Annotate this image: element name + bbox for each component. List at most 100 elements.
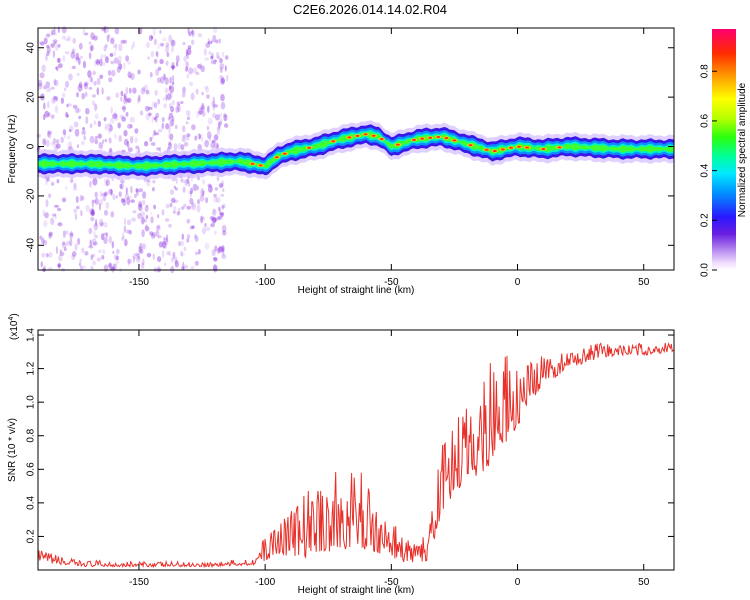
spectrogram-noise-cell (81, 247, 85, 254)
spectrogram-marks (36, 25, 674, 274)
spectrogram-noise-cell (218, 215, 223, 220)
spectrogram-noise-cell (177, 142, 182, 150)
spectrogram-noise-cell (106, 178, 111, 187)
spectrogram-noise-cell (42, 209, 46, 217)
spectrogram-noise-cell (148, 112, 152, 117)
spectrogram-noise-cell (113, 111, 117, 117)
spectrogram-noise-cell (122, 39, 127, 44)
spectrogram-noise-cell (125, 187, 128, 195)
spectrogram-noise-cell (122, 198, 127, 207)
spectrogram-noise-cell (201, 227, 207, 235)
spectrogram-noise-cell (83, 135, 87, 141)
spectrogram-noise-cell (172, 64, 175, 71)
spectrogram-noise-cell (224, 65, 227, 72)
spectrogram-noise-cell (104, 177, 107, 186)
spectrogram-noise-cell (89, 123, 93, 129)
spectrogram-noise-cell (108, 263, 112, 269)
spectrogram-noise-cell (153, 58, 158, 64)
spectrogram-x-tick-label: -150 (129, 277, 149, 288)
spectrogram-noise-cell (215, 39, 219, 44)
spectrogram-noise-cell (178, 241, 181, 247)
spectrogram-noise-cell (56, 65, 59, 72)
spectrogram-noise-cell (146, 252, 152, 258)
spectrogram-noise-cell (132, 87, 137, 94)
spectrogram-noise-cell (199, 194, 205, 202)
spectrogram-noise-cell (170, 105, 175, 113)
snr-series-line (37, 342, 675, 569)
spectrogram-noise-cell (157, 235, 162, 239)
spectrogram-noise-cell (84, 251, 89, 256)
spectrogram-peak-cell (517, 145, 521, 148)
spectrogram-noise-cell (217, 246, 223, 254)
spectrogram-noise-cell (145, 105, 150, 112)
spectrogram-noise-cell (50, 43, 55, 48)
spectrogram-noise-cell (52, 95, 57, 103)
spectrogram-noise-cell (125, 86, 129, 95)
spectrogram-noise-cell (187, 181, 191, 188)
spectrogram-noise-cell (46, 44, 50, 49)
spectrogram-noise-cell (53, 78, 57, 86)
spectrogram-x-tick-label: 50 (638, 277, 650, 288)
spectrogram-noise-cell (165, 203, 170, 209)
spectrogram-peak-cell (484, 148, 489, 151)
spectrogram-noise-cell (43, 220, 48, 228)
spectrogram-noise-cell (163, 237, 169, 246)
spectrogram-noise-cell (150, 142, 156, 146)
spectrogram-noise-cell (71, 254, 76, 260)
spectrogram-noise-cell (91, 253, 96, 258)
spectrogram-noise-cell (155, 50, 159, 57)
spectrogram-noise-cell (113, 43, 118, 49)
snr-y-tick-label: 0.4 (26, 495, 37, 509)
spectrogram-noise-cell (162, 37, 167, 42)
spectrogram-noise-cell (134, 137, 138, 144)
spectrogram-noise-cell (200, 134, 204, 143)
spectrogram-noise-cell (107, 70, 112, 76)
spectrogram-noise-cell (132, 253, 137, 260)
spectrogram-noise-cell (73, 121, 79, 128)
spectrogram-y-tick-label: 0 (26, 143, 37, 149)
spectrogram-noise-cell (163, 237, 166, 241)
spectrogram-noise-cell (65, 80, 69, 88)
spectrogram-noise-cell (75, 52, 80, 60)
colorbar: 0.0 0.2 0.4 0.6 0.8 Normalized spectral ampl… (700, 29, 748, 277)
spectrogram-noise-cell (46, 33, 51, 38)
spectrogram-noise-cell (149, 137, 153, 142)
spectrogram-noise-cell (115, 257, 119, 266)
spectrogram-noise-cell (168, 131, 171, 140)
spectrogram-noise-cell (183, 246, 187, 252)
spectrogram-noise-cell (198, 133, 201, 140)
spectrogram-noise-cell (151, 101, 156, 108)
spectrogram-noise-cell (55, 98, 58, 102)
spectrogram-noise-cell (169, 76, 172, 84)
spectrogram-noise-cell (43, 37, 48, 45)
spectrogram-noise-cell (219, 63, 225, 70)
spectrogram-noise-cell (218, 112, 223, 118)
spectrogram-noise-cell (128, 87, 132, 94)
spectrogram-noise-cell (62, 129, 67, 136)
spectrogram-noise-cell (78, 81, 83, 89)
spectrogram-noise-cell (101, 192, 106, 197)
spectrogram-noise-cell (103, 54, 107, 58)
spectrogram-noise-cell (212, 209, 217, 216)
spectrogram-noise-cell (173, 143, 178, 151)
snr-ticks: -150 -100 -50 0 50 0.2 0.4 0.6 0.8 1.0 1.2 1.4 (26, 328, 674, 588)
spectrogram-noise-cell (211, 249, 216, 257)
spectrogram-noise-cell (116, 66, 121, 73)
spectrogram-noise-cell (67, 35, 71, 42)
spectrogram-noise-cell (91, 202, 94, 209)
spectrogram-noise-cell (159, 146, 162, 153)
spectrogram-noise-cell (171, 100, 175, 106)
spectrogram-noise-cell (219, 57, 223, 64)
spectrogram-noise-cell (126, 197, 131, 206)
snr-frame (37, 329, 675, 571)
spectrogram-noise-cell (77, 57, 81, 65)
spectrogram-noise-cell (125, 55, 129, 62)
spectrogram-noise-cell (168, 120, 174, 127)
spectrogram-noise-cell (190, 92, 195, 101)
spectrogram-noise-cell (160, 76, 165, 84)
spectrogram-noise-cell (74, 212, 77, 216)
spectrogram-noise-cell (204, 57, 209, 61)
spectrogram-noise-cell (110, 60, 115, 65)
spectrogram-noise-cell (142, 258, 145, 266)
